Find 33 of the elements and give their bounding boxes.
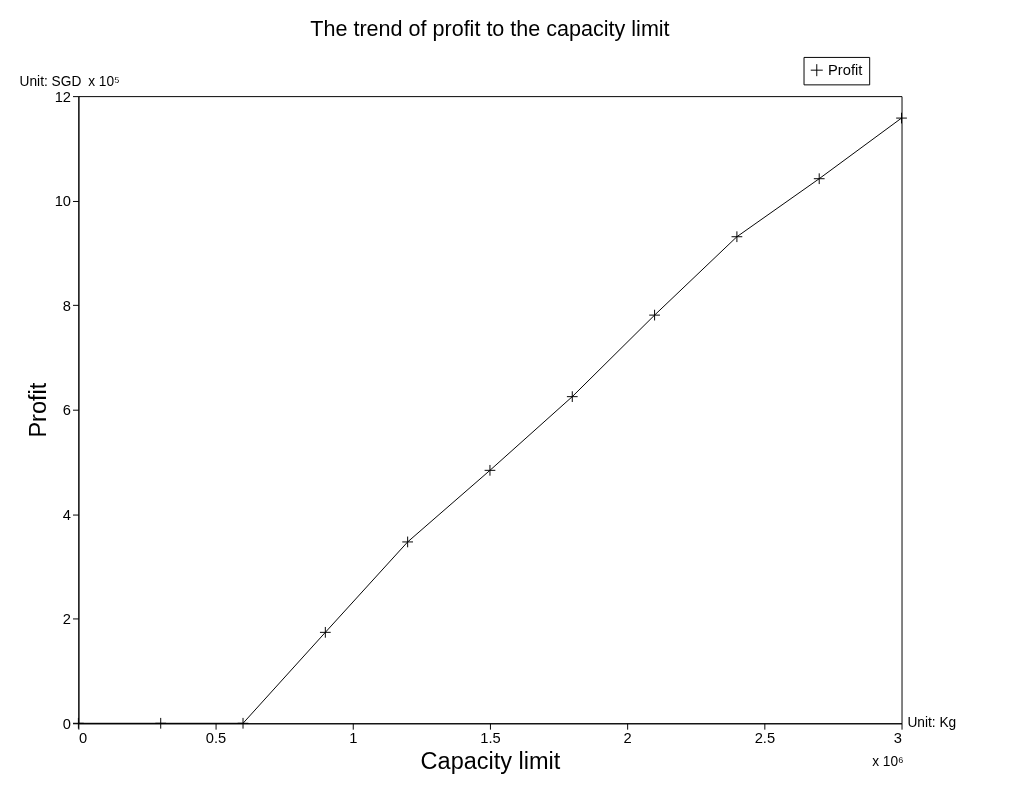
x-axis-title: Capacity limit (420, 747, 561, 774)
point (237, 717, 249, 730)
y-tick-label: 12 (54, 88, 72, 105)
x-tick-label: 2 (623, 730, 632, 747)
point (401, 536, 414, 548)
y-tick-label: 6 (62, 402, 72, 419)
text: Unit: SGD (19, 74, 82, 90)
x-tick-label: 1.5 (480, 730, 501, 747)
x-tick-label: 2.5 (754, 730, 776, 747)
point (72, 717, 85, 730)
text: Unit: Kg (907, 715, 957, 731)
chart-title: The trend of profit to the capacity limit (310, 15, 670, 41)
point (648, 309, 661, 321)
y-tick-label: 0 (62, 715, 72, 732)
point (319, 626, 332, 639)
point (813, 172, 826, 185)
text: x 10⁵ (88, 74, 120, 90)
point (731, 230, 743, 243)
y-tick-label: 8 (62, 297, 72, 314)
x-tick-label: 0 (78, 730, 88, 747)
x-tick-label: 1 (349, 730, 358, 747)
y-tick-label: 2 (62, 611, 72, 628)
point (566, 390, 579, 403)
x-tick-label: 0.5 (205, 730, 227, 747)
y-axis-title: Profit (24, 382, 51, 438)
point (895, 112, 908, 124)
text: x 10⁶ (872, 754, 904, 770)
y-tick-label: 10 (54, 193, 72, 210)
y-tick-label: 4 (62, 506, 72, 523)
x-tick-label: 3 (893, 730, 903, 747)
point (484, 464, 496, 477)
legend-label: Profit (828, 62, 863, 79)
point (154, 717, 167, 730)
